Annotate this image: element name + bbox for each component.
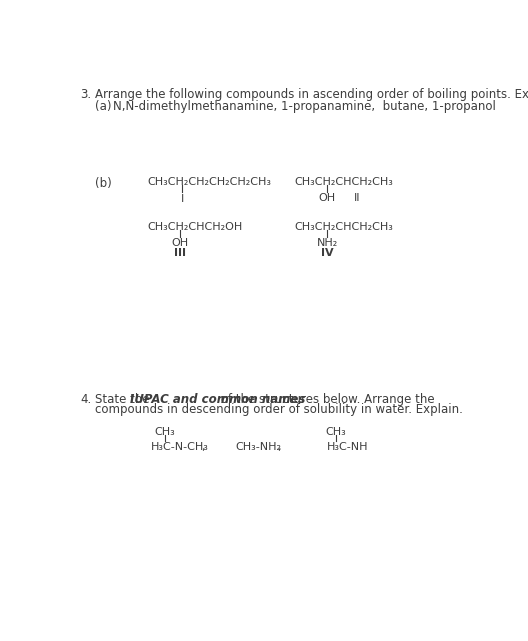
Text: CH₃: CH₃ [325,428,346,437]
Text: ,: , [201,442,204,452]
Text: H₃C-NH: H₃C-NH [326,442,368,452]
Text: OH: OH [172,238,188,248]
Text: (b): (b) [96,177,112,190]
Text: CH₃CH₂CHCH₂CH₃: CH₃CH₂CHCH₂CH₃ [295,177,393,187]
Text: compounds in descending order of solubility in water. Explain.: compounds in descending order of solubil… [96,403,464,415]
Text: CH₃CH₂CHCH₂CH₃: CH₃CH₂CHCH₂CH₃ [295,222,393,231]
Text: CH₃: CH₃ [155,428,176,437]
Text: II: II [354,193,361,203]
Text: IUPAC and common names: IUPAC and common names [130,393,305,406]
Text: OH: OH [318,193,336,203]
Text: (a): (a) [96,100,112,113]
Text: I: I [181,194,184,204]
Text: IV: IV [321,248,334,258]
Text: 3.: 3. [80,88,91,101]
Text: CH₃CH₂CHCH₂OH: CH₃CH₂CHCH₂OH [147,222,243,231]
Text: of the structures below. Arrange the: of the structures below. Arrange the [216,393,435,406]
Text: Arrange the following compounds in ascending order of boiling points. Explain.: Arrange the following compounds in ascen… [96,88,528,101]
Text: State the: State the [96,393,154,406]
Text: CH₃-NH₂: CH₃-NH₂ [235,442,281,452]
Text: N,N-dimethylmethanamine, 1-propanamine,  butane, 1-propanol: N,N-dimethylmethanamine, 1-propanamine, … [114,100,496,113]
Text: 4.: 4. [80,393,91,406]
Text: CH₃CH₂CH₂CH₂CH₂CH₃: CH₃CH₂CH₂CH₂CH₂CH₃ [147,177,271,187]
Text: NH₂: NH₂ [317,238,338,248]
Text: III: III [174,248,186,258]
Text: ,: , [277,442,280,452]
Text: H₃C-N-CH₃: H₃C-N-CH₃ [151,442,209,452]
